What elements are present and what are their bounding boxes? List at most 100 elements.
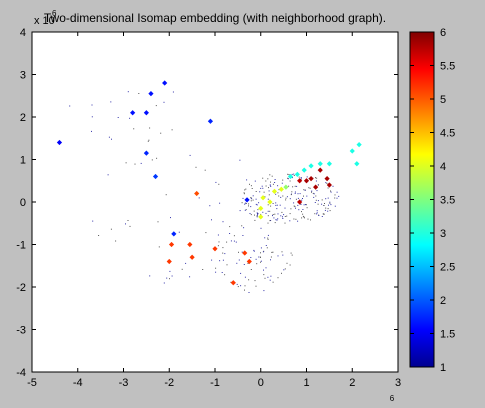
graph-node-dot [297,204,299,206]
data-point [258,214,264,220]
graph-node-dot [125,223,126,225]
graph-node-dot [171,275,173,277]
graph-node-dot [260,187,262,189]
graph-node-dot [295,218,297,220]
graph-node-dot [321,216,323,217]
graph-node-dot [265,245,267,246]
graph-node-dot [300,177,302,178]
data-point [194,190,200,197]
x-multiplier-exponent: 6 [390,394,395,403]
graph-node-dot [287,178,289,180]
graph-node-dot [274,213,276,215]
graph-node-dot [257,209,259,211]
graph-node-dot [316,210,318,212]
colorbar-tick-label: 5 [440,94,446,106]
graph-node-dot [257,214,258,216]
graph-node-dot [261,185,263,187]
graph-node-dot [92,220,94,222]
data-point [308,176,314,182]
graph-node-dot [289,180,291,182]
graph-node-dot [316,213,318,215]
graph-node-dot [330,204,332,206]
graph-node-dot [245,203,247,204]
graph-node-dot [270,259,271,261]
graph-node-dot [258,202,260,204]
graph-node-dot [163,282,165,284]
graph-node-dot [254,219,256,221]
graph-node-dot [267,210,269,212]
graph-node-dot [111,138,112,140]
graph-node-dot [284,222,286,224]
graph-node-dot [250,269,252,270]
graph-node-dot [211,219,212,221]
graph-node-dot [256,216,258,218]
graph-node-dot [148,139,150,141]
graph-node-dot [291,191,293,193]
data-point [317,161,323,167]
graph-node-dot [292,186,294,188]
colorbar-tick-label: 1 [440,362,446,374]
data-point [244,197,250,203]
graph-node-dot [278,189,280,191]
graph-node-dot [314,213,316,215]
graph-node-dot [245,188,247,190]
data-point [283,184,289,190]
graph-node-dot [297,197,299,199]
graph-node-dot [260,252,261,254]
graph-node-dot [156,157,158,159]
graph-node-dot [259,256,261,258]
graph-node-dot [322,213,324,215]
graph-node-dot [255,191,257,192]
graph-node-dot [305,204,307,206]
data-point [287,173,294,180]
x-tick-label: 2 [349,377,355,389]
graph-node-dot [218,183,220,185]
graph-node-dot [300,178,302,180]
graph-node-dot [290,194,292,196]
graph-node-dot [324,209,326,211]
graph-node-dot [170,217,171,219]
graph-node-dot [250,185,252,187]
graph-node-dot [149,275,151,277]
graph-node-dot [317,200,319,202]
graph-node-dot [247,262,249,264]
x-tick-label: -3 [119,377,129,389]
data-point [326,161,332,167]
plot-area [32,32,398,372]
graph-node-dot [297,220,299,222]
graph-node-dot [195,166,197,168]
graph-node-dot [270,184,271,186]
graph-node-dot [303,216,305,218]
graph-node-dot [274,182,276,183]
graph-node-dot [236,283,238,285]
graph-node-dot [237,286,239,288]
graph-node-dot [284,207,286,209]
graph-node-dot [298,176,300,178]
graph-node-dot [290,208,292,210]
y-tick-label: -4 [16,367,26,379]
graph-node-dot [254,214,255,216]
graph-node-dot [265,267,267,269]
graph-node-dot [334,194,336,196]
graph-node-dot [268,187,269,189]
graph-node-dot [306,176,308,178]
graph-node-dot [171,129,173,131]
graph-node-dot [134,163,136,165]
graph-node-dot [129,225,131,227]
graph-node-dot [256,263,258,265]
graph-node-dot [278,195,280,197]
data-point [317,167,323,173]
graph-node-dot [317,203,319,205]
graph-node-dot [286,215,288,217]
graph-node-dot [272,183,274,185]
data-point [297,178,303,184]
graph-node-dot [280,196,282,198]
graph-node-dot [91,104,93,106]
graph-node-dot [311,190,313,192]
x-tick-label: 0 [258,377,264,389]
graph-node-dot [284,268,286,270]
graph-node-dot [277,192,279,194]
graph-node-dot [242,197,244,199]
graph-node-dot [329,210,331,212]
